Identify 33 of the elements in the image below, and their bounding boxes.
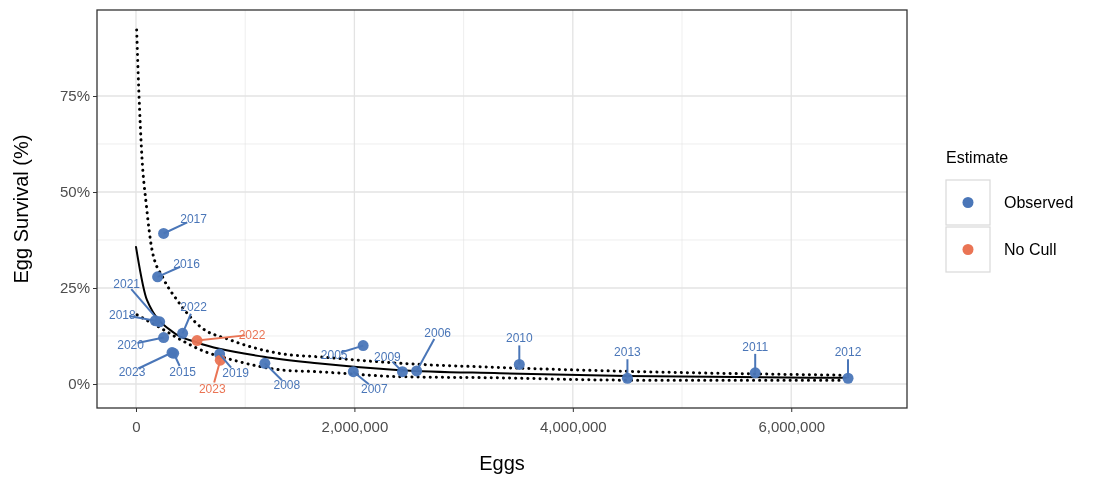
annotation: 2017 xyxy=(180,212,208,227)
x-tick-label: 4,000,000 xyxy=(539,417,607,435)
y-tick-label: 0% xyxy=(68,375,90,393)
annotation: 2013 xyxy=(614,345,642,360)
annotation: 2011 xyxy=(742,339,769,354)
annotation: 2010 xyxy=(505,331,533,346)
annotation: 2019 xyxy=(222,366,250,381)
legend-label: No Cull xyxy=(1004,241,1057,258)
annotation: 2023 xyxy=(198,382,226,397)
annotation: 2022 xyxy=(238,327,266,342)
annotation: 2015 xyxy=(169,365,197,380)
annotation: 2007 xyxy=(360,381,388,396)
x-tick-label: 0 xyxy=(132,417,141,435)
y-axis-title: Egg Survival (%) xyxy=(10,134,32,284)
annotation: 2009 xyxy=(374,349,402,364)
x-axis-title: Eggs xyxy=(479,452,525,474)
annotation: 2006 xyxy=(424,325,452,340)
annotation: 2023 xyxy=(118,364,146,379)
y-tick-label: 75% xyxy=(59,87,90,105)
annotation: 2005 xyxy=(320,347,348,362)
annotation: 2018 xyxy=(108,307,136,322)
legend-title: Estimate xyxy=(946,149,1009,166)
annotation: 2008 xyxy=(273,378,301,393)
legend-label: Observed xyxy=(1004,194,1074,211)
x-tick-label: 2,000,000 xyxy=(321,417,389,435)
annotation: 2022 xyxy=(180,300,208,315)
annotation: 2012 xyxy=(834,345,862,360)
x-tick-label: 6,000,000 xyxy=(758,417,826,435)
annotation: 2016 xyxy=(173,256,201,271)
annotation: 2020 xyxy=(117,337,145,352)
y-tick-label: 25% xyxy=(59,279,90,297)
y-tick-label: 50% xyxy=(59,183,90,201)
annotation: 2021 xyxy=(113,276,141,291)
